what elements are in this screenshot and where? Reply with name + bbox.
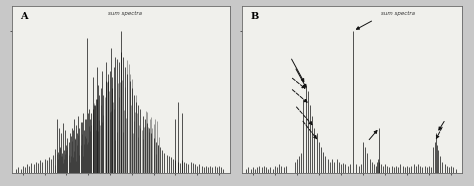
Text: sum spectra: sum spectra [108, 11, 142, 16]
Text: sum spectra: sum spectra [381, 11, 415, 16]
Text: A: A [20, 12, 28, 21]
Text: B: B [251, 12, 259, 21]
